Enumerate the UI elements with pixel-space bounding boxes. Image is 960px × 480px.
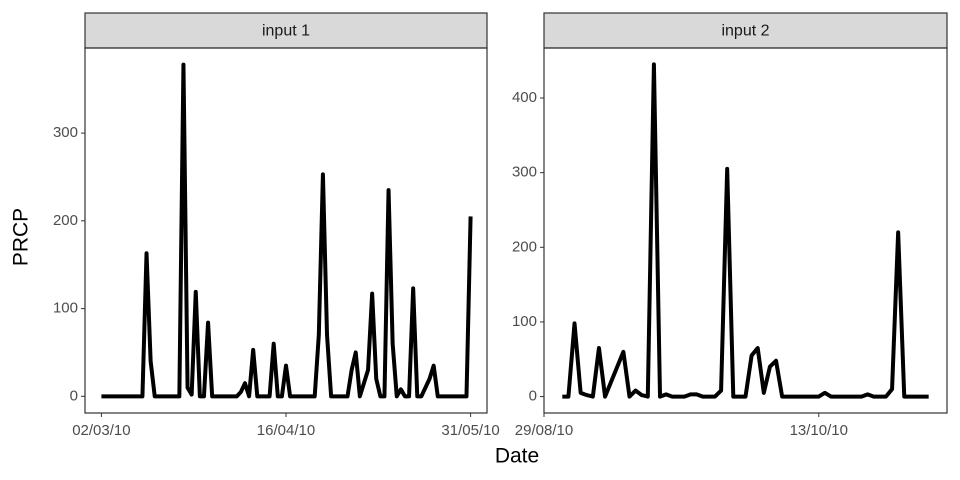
y-axis-title: PRCP: [10, 208, 33, 266]
y-tick-label: 300: [53, 124, 78, 141]
facet-strip: [543, 12, 948, 49]
x-tick-label: 13/10/10: [790, 422, 848, 439]
y-tick-label: 0: [529, 388, 537, 405]
data-line: [101, 62, 473, 399]
x-tick-label: 29/08/10: [515, 422, 573, 439]
panel-background: [544, 48, 947, 413]
y-tick-label: 200: [53, 212, 78, 229]
x-tick-label: 31/05/10: [441, 422, 499, 439]
facet-title: input 2: [721, 23, 769, 40]
x-tick-label: 02/03/10: [72, 422, 130, 439]
y-tick-label: 100: [512, 313, 537, 330]
y-tick-label: 200: [512, 238, 537, 255]
y-tick-label: 0: [70, 387, 78, 404]
x-axis-title: Date: [495, 445, 539, 468]
y-tick-label: 100: [53, 300, 78, 317]
panel-border: [84, 47, 488, 414]
y-tick-label: 400: [512, 89, 537, 106]
facet-strip: [84, 12, 488, 49]
x-tick-label: 16/04/10: [257, 422, 315, 439]
data-line: [562, 62, 929, 399]
facet-title: input 1: [262, 23, 310, 40]
y-tick-label: 300: [512, 164, 537, 181]
panel-border: [543, 47, 948, 414]
